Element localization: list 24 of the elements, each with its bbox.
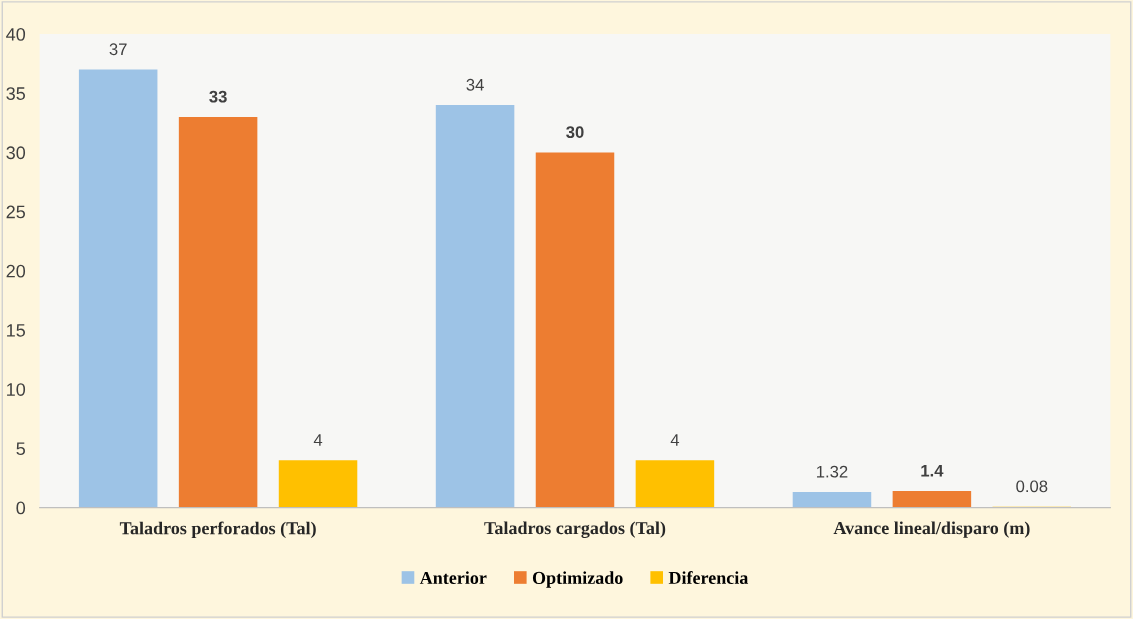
data-label: 1.32 [817,465,848,478]
data-label: 1.4 [921,464,944,477]
x-tick-label: Taladros perforados (Tal) [119,521,316,539]
data-label: 0.08 [1016,480,1048,493]
legend-label: Optimizado [532,571,623,588]
y-tick-label: 40 [6,27,26,41]
legend-label: Diferencia [668,571,749,584]
legend-label: Anterior [419,571,487,584]
y-tick-label: 0 [16,501,26,515]
y-tick-label: 5 [16,442,26,456]
data-label: 34 [466,78,484,91]
data-label: 30 [566,126,584,139]
y-tick-label: 30 [6,146,26,160]
y-tick-label: 35 [6,87,26,100]
data-label: 4 [313,434,323,446]
y-tick-label: 10 [7,383,26,396]
data-label: 37 [109,43,127,56]
y-tick-label: 25 [6,205,26,219]
x-tick-label: Avance lineal/disparo (m) [833,521,1030,538]
y-tick-label: 15 [7,324,26,337]
y-tick-label: 20 [6,264,26,278]
data-label: 4 [670,434,680,446]
x-tick-label: Taladros cargados (Tal) [484,521,666,538]
data-label: 33 [209,90,227,103]
